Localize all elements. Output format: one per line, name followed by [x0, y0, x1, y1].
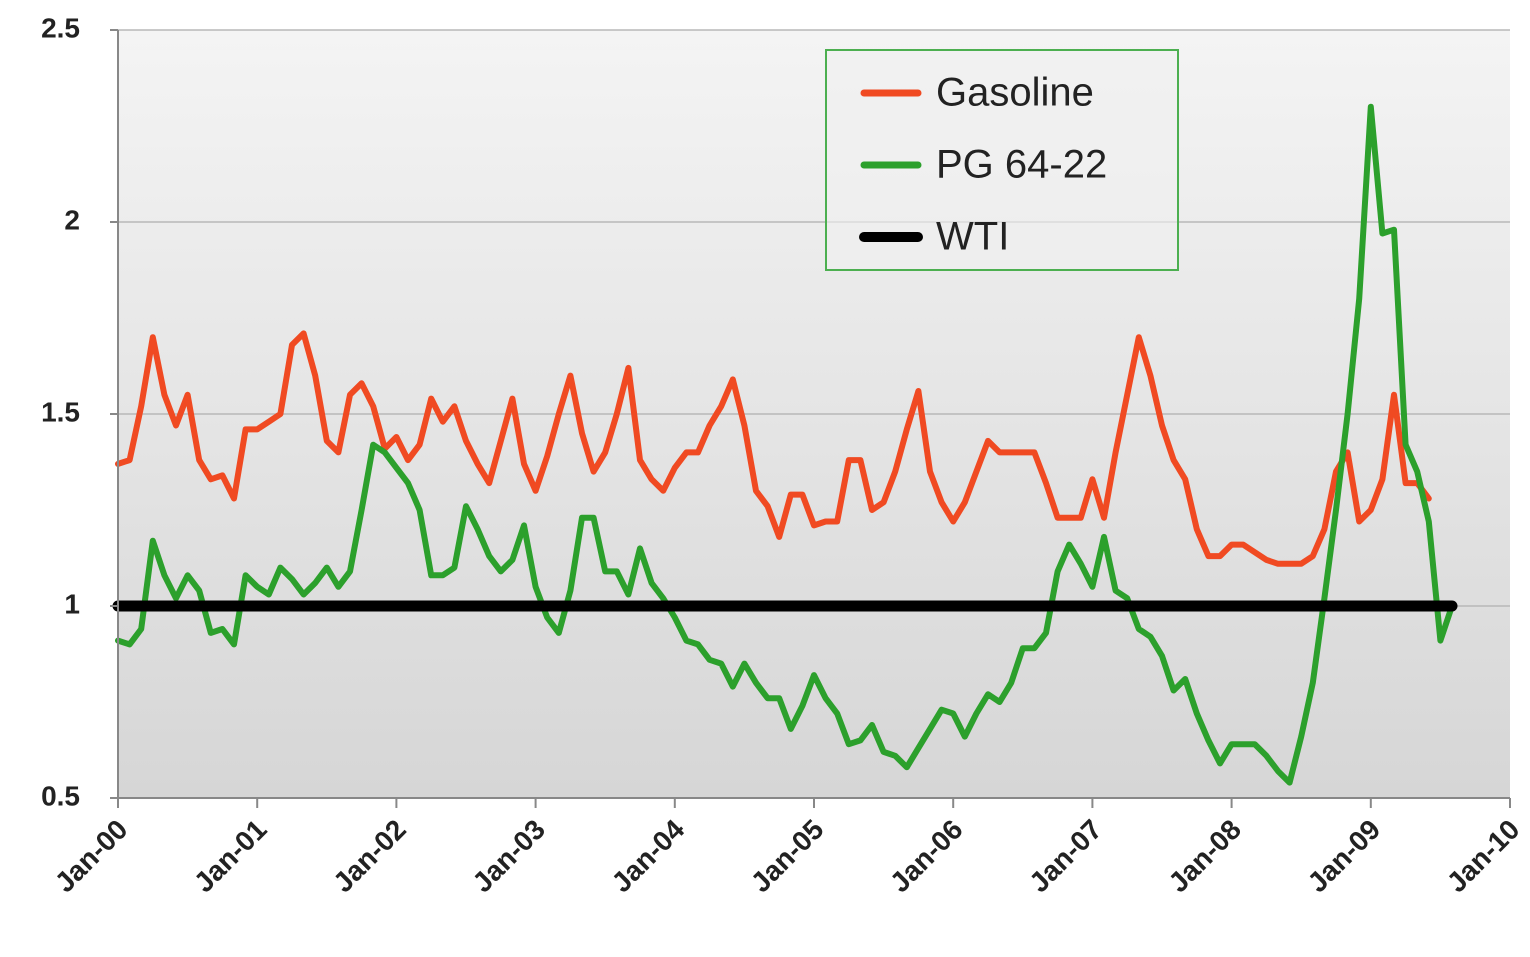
- x-tick-label: Jan-04: [606, 813, 691, 898]
- series-line: [115, 330, 1432, 567]
- x-tick-label: Jan-03: [466, 814, 551, 899]
- y-tick-label: 1: [64, 588, 80, 619]
- x-tick-label: Jan-08: [1162, 814, 1247, 899]
- legend-label: WTI: [936, 215, 1009, 259]
- y-tick-label: 1.5: [41, 396, 80, 427]
- legend-label: PG 64-22: [936, 143, 1107, 187]
- x-tick-label: Jan-01: [188, 814, 273, 899]
- x-tick-label: Jan-05: [745, 814, 830, 899]
- y-tick-label: 2.5: [41, 12, 80, 43]
- x-tick-label: Jan-00: [49, 814, 134, 899]
- x-tick-label: Jan-09: [1302, 814, 1387, 899]
- x-tick-label: Jan-06: [884, 814, 969, 899]
- y-tick-label: 0.5: [41, 780, 80, 811]
- series-line: [115, 103, 1455, 786]
- x-tick-label: Jan-07: [1023, 814, 1108, 899]
- x-tick-label: Jan-10: [1441, 814, 1526, 899]
- legend-label: Gasoline: [936, 71, 1094, 115]
- lines: [112, 103, 1458, 786]
- y-tick-label: 2: [64, 204, 80, 235]
- legend: Gasoline PG 64-22 WTI: [825, 49, 1179, 271]
- x-tick-label: Jan-02: [327, 814, 412, 899]
